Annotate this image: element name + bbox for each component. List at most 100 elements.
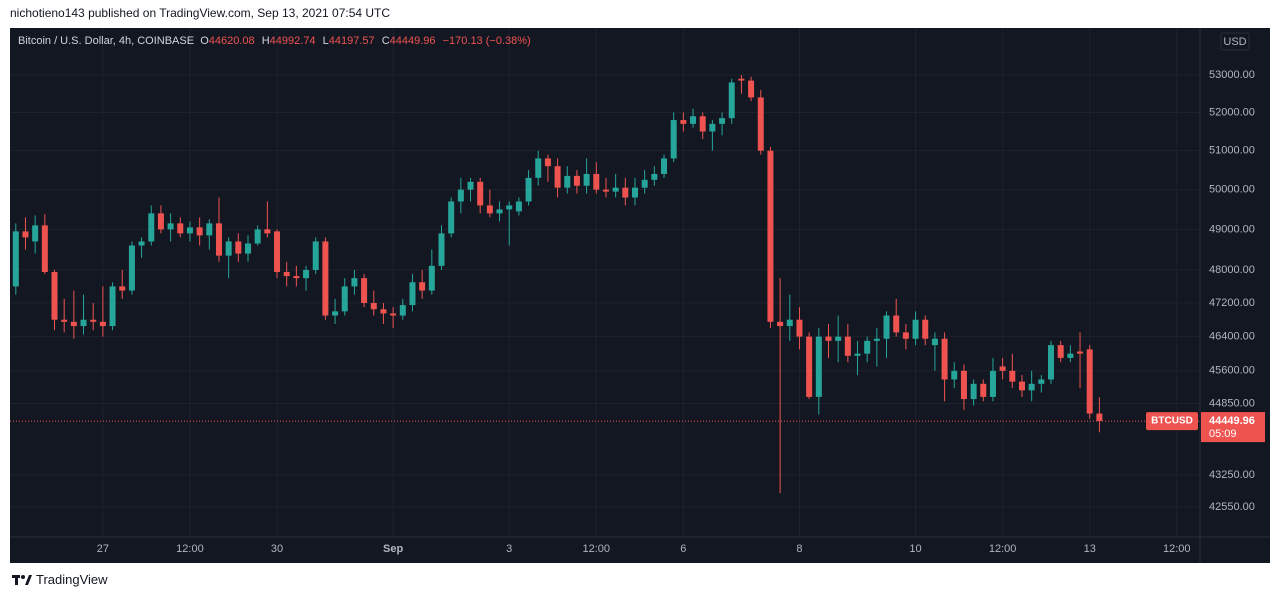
candle-body xyxy=(748,80,755,98)
candle-body xyxy=(622,187,629,198)
candle-body xyxy=(177,223,184,234)
close-value: 44449.96 xyxy=(389,35,436,47)
candle-body xyxy=(1067,353,1074,358)
candle-body xyxy=(128,245,135,291)
candle-body xyxy=(515,201,522,212)
candle-body xyxy=(496,209,503,214)
candle-body xyxy=(186,227,193,234)
candle-body xyxy=(293,276,300,279)
candle-body xyxy=(719,118,726,124)
candle-body xyxy=(148,213,155,242)
candle-body xyxy=(980,383,987,397)
candle-body xyxy=(438,233,445,266)
candle-body xyxy=(661,158,668,174)
y-tick-label: 51000.00 xyxy=(1209,145,1255,157)
candle-body xyxy=(573,175,580,186)
candle-body xyxy=(428,265,435,291)
candle-body xyxy=(612,187,619,192)
candle-body xyxy=(477,181,484,206)
candle-body xyxy=(283,271,290,277)
candle-body xyxy=(999,366,1006,371)
candle-body xyxy=(651,173,658,180)
open-value: 44620.08 xyxy=(208,35,255,47)
candle-body xyxy=(215,223,222,256)
ohlc-label: C xyxy=(381,35,390,47)
candle-body xyxy=(448,201,455,234)
y-tick-label: 48000.00 xyxy=(1209,264,1255,276)
candle-body xyxy=(51,271,58,320)
currency-label: USD xyxy=(1223,36,1246,48)
candle-body xyxy=(312,241,319,270)
candle-body xyxy=(90,319,97,322)
candle-body xyxy=(854,353,861,356)
candle-body xyxy=(535,158,542,178)
candle-body xyxy=(351,278,358,287)
candle-body xyxy=(777,321,784,327)
y-tick-label: 43250.00 xyxy=(1209,469,1255,481)
candle-body xyxy=(506,205,513,210)
price-tag-value: 44449.96 xyxy=(1209,415,1255,427)
x-tick-label: Sep xyxy=(383,543,403,555)
candle-body xyxy=(989,370,996,397)
price-tag xyxy=(1201,412,1265,443)
candle-body xyxy=(960,370,967,400)
x-tick-label: 3 xyxy=(506,543,512,555)
candle-body xyxy=(825,336,832,341)
candle-body xyxy=(641,179,648,188)
candle-body xyxy=(138,241,145,246)
candle-body xyxy=(1009,370,1016,382)
candle-body xyxy=(409,282,416,306)
candle-body xyxy=(274,231,281,272)
candle-body xyxy=(80,319,87,327)
candle-body xyxy=(883,315,890,339)
chart-background xyxy=(10,28,1270,563)
ohlc-label: H xyxy=(261,35,270,47)
candle-body xyxy=(709,123,716,132)
candle-body xyxy=(931,338,938,346)
y-tick-label: 50000.00 xyxy=(1209,184,1255,196)
candle-body xyxy=(206,223,213,236)
x-tick-label: 8 xyxy=(796,543,802,555)
candle-body xyxy=(61,319,68,322)
candle-body xyxy=(390,313,397,316)
x-tick-label: 12:00 xyxy=(583,543,611,555)
candle-body xyxy=(728,82,735,119)
candle-body xyxy=(525,177,532,202)
change: −170.13 (−0.38%) xyxy=(442,35,531,47)
candle-body xyxy=(786,319,793,327)
candle-body xyxy=(486,205,493,214)
candle-body xyxy=(554,166,561,188)
candle-body xyxy=(602,189,609,192)
x-tick-label: 12:00 xyxy=(176,543,204,555)
candle-body xyxy=(235,241,242,254)
candle-body xyxy=(70,321,77,327)
candle-body xyxy=(902,332,909,339)
candle-body xyxy=(457,189,464,202)
candle-body xyxy=(806,336,813,397)
candle-body xyxy=(941,338,948,380)
candle-body xyxy=(303,269,310,279)
ohlc-label: L xyxy=(322,35,329,47)
candle-body xyxy=(225,241,232,256)
y-tick-label: 44850.00 xyxy=(1209,397,1255,409)
candle-body xyxy=(670,120,677,159)
candle-body xyxy=(22,231,29,238)
candle-body xyxy=(690,116,697,124)
candle-body xyxy=(196,227,203,236)
brand: TradingView xyxy=(12,572,108,587)
candle-body xyxy=(815,336,822,397)
x-tick-label: 6 xyxy=(680,543,686,555)
candle-body xyxy=(1048,345,1055,380)
candle-body xyxy=(631,187,638,198)
candle-body xyxy=(254,229,261,244)
candle-body xyxy=(245,243,251,254)
candle-body xyxy=(380,309,387,314)
candle-body xyxy=(341,286,348,312)
candle-body xyxy=(361,278,368,303)
symbol-tag-label: BTCUSD xyxy=(1151,416,1193,427)
candle-body xyxy=(12,231,19,287)
candle-body xyxy=(322,241,329,316)
candle-body xyxy=(680,120,687,124)
candle-body xyxy=(157,213,164,230)
x-tick-label: 27 xyxy=(97,543,109,555)
